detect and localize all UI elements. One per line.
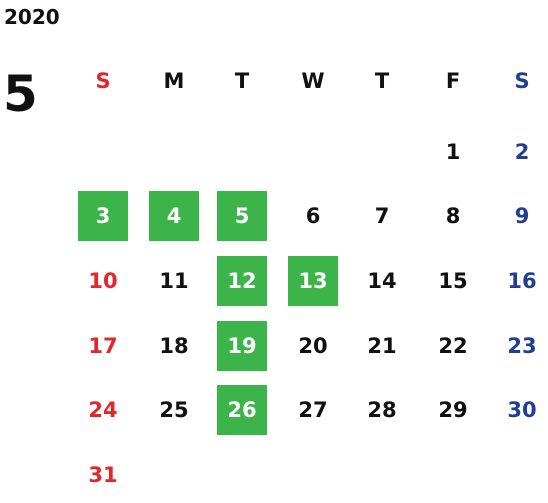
day-number: 14	[367, 269, 396, 293]
day-number: 13	[298, 269, 327, 293]
highlight-box	[149, 191, 199, 241]
weekday-label: W	[301, 69, 324, 93]
weekday-label: T	[235, 69, 250, 93]
day-number: 5	[235, 204, 250, 228]
highlight-box	[288, 256, 338, 306]
day-number: 15	[438, 269, 467, 293]
day-number: 12	[227, 269, 256, 293]
day-number: 18	[159, 334, 188, 358]
weekday-label: S	[95, 69, 110, 93]
day-number: 20	[298, 334, 327, 358]
month: 5	[3, 65, 38, 123]
day-number: 23	[507, 334, 536, 358]
weekday-label: T	[375, 69, 390, 93]
highlight-box	[217, 321, 267, 371]
highlight-box	[217, 256, 267, 306]
day-number: 24	[88, 398, 117, 422]
weekday-label: M	[164, 69, 185, 93]
highlight-box	[217, 191, 267, 241]
day-number: 30	[507, 398, 536, 422]
weekday-label: F	[446, 69, 460, 93]
day-number: 17	[88, 334, 117, 358]
day-number: 19	[227, 334, 256, 358]
highlight-box	[78, 191, 128, 241]
day-number: 4	[167, 204, 182, 228]
day-number: 11	[159, 269, 188, 293]
year: 2020	[4, 5, 60, 29]
day-number: 9	[515, 204, 530, 228]
day-number: 10	[88, 269, 117, 293]
day-number: 16	[507, 269, 536, 293]
day-number: 21	[367, 334, 396, 358]
day-number: 29	[438, 398, 467, 422]
day-number: 31	[88, 463, 117, 487]
day-number: 25	[159, 398, 188, 422]
day-number: 28	[367, 398, 396, 422]
day-number: 7	[375, 204, 390, 228]
weekday-label: S	[514, 69, 529, 93]
day-number: 26	[227, 398, 256, 422]
day-number: 3	[96, 204, 111, 228]
day-number: 6	[306, 204, 321, 228]
highlight-box	[217, 385, 267, 435]
day-number: 1	[446, 140, 461, 164]
day-number: 2	[515, 140, 530, 164]
day-number: 22	[438, 334, 467, 358]
day-number: 27	[298, 398, 327, 422]
day-number: 8	[446, 204, 461, 228]
